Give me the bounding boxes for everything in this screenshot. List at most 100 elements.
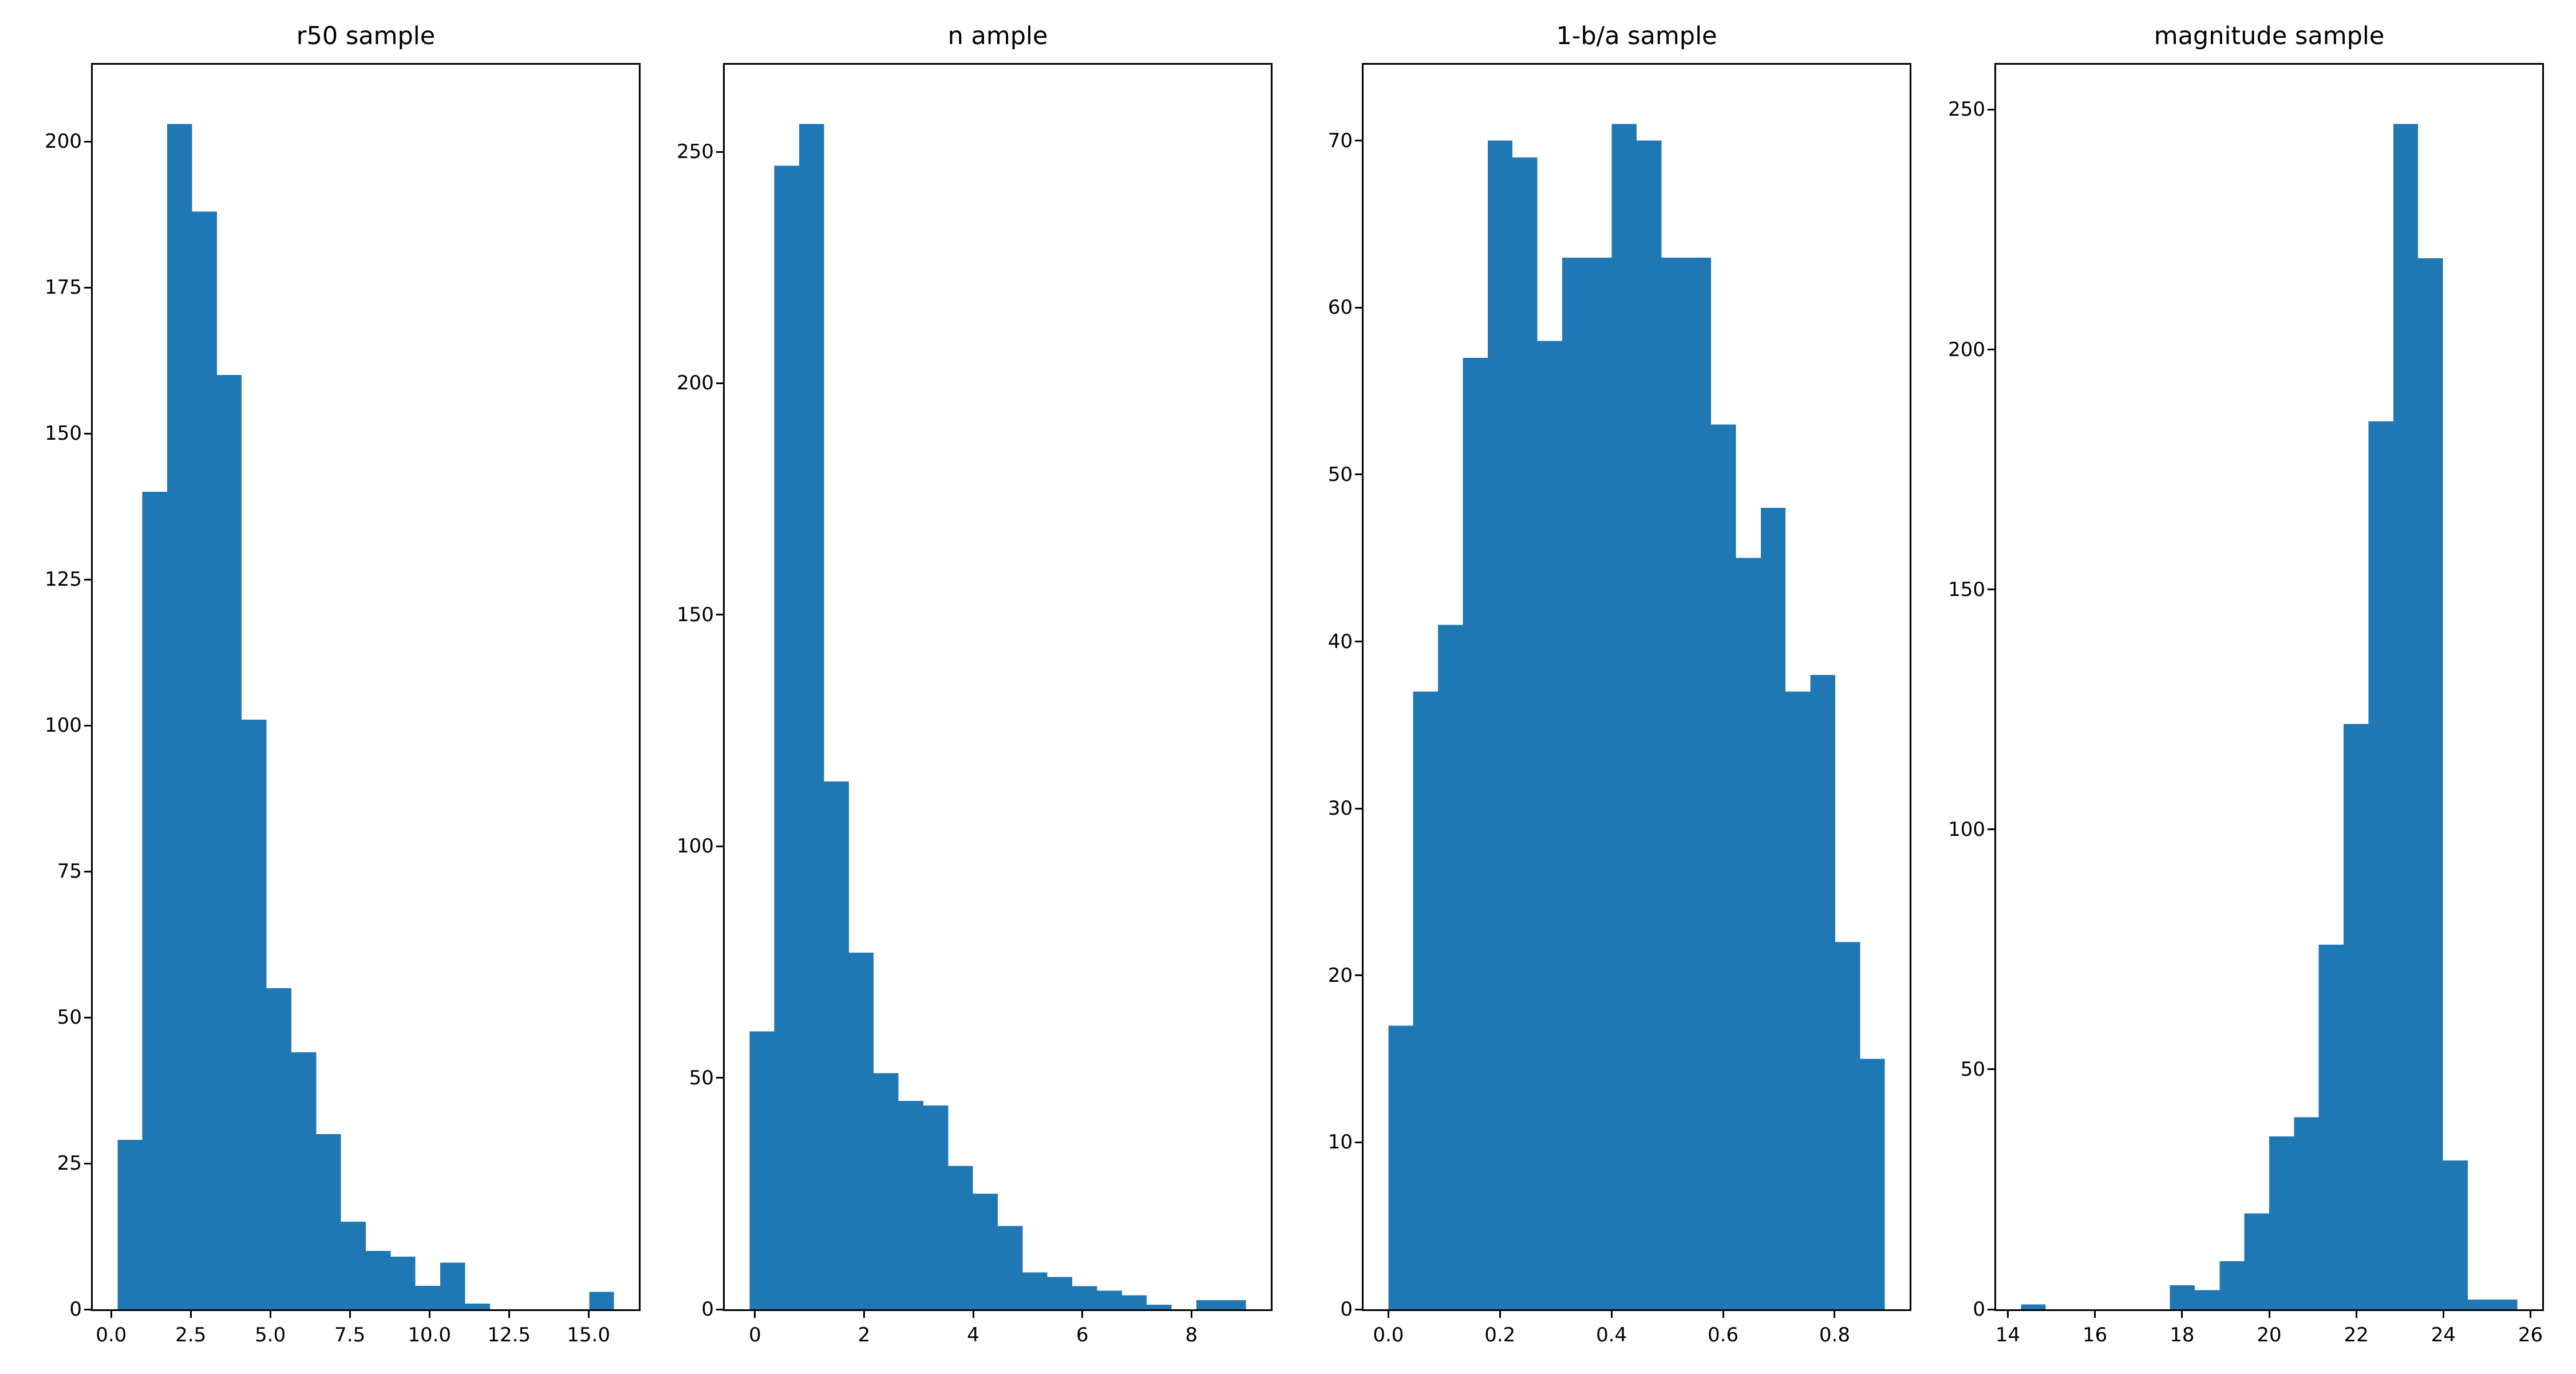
x-tick-label: 12.5 bbox=[487, 1324, 531, 1347]
histogram-bar bbox=[2170, 1285, 2195, 1309]
y-tick-label: 200 bbox=[45, 130, 82, 153]
axes-box-n bbox=[723, 63, 1273, 1311]
histogram-bar bbox=[1388, 1025, 1413, 1309]
x-tick-label: 0.4 bbox=[1596, 1324, 1627, 1347]
x-tick-label: 0.2 bbox=[1484, 1324, 1516, 1347]
x-tick-label: 14 bbox=[1995, 1324, 2021, 1347]
bars-svg-0 bbox=[117, 124, 614, 1309]
x-tick-mark bbox=[1190, 1311, 1192, 1318]
x-tick-label: 18 bbox=[2170, 1324, 2195, 1347]
x-tick-mark bbox=[110, 1311, 112, 1318]
y-tick-mark bbox=[84, 1016, 91, 1018]
y-tick-mark bbox=[84, 1162, 91, 1164]
y-tick-label: 50 bbox=[57, 1006, 82, 1029]
x-tick-label: 6 bbox=[1076, 1324, 1089, 1347]
y-tick-mark bbox=[84, 870, 91, 872]
x-tick-label: 4 bbox=[967, 1324, 979, 1347]
x-tick-label: 0.0 bbox=[96, 1324, 127, 1347]
histogram-bar bbox=[242, 719, 267, 1309]
x-tick-label: 7.5 bbox=[334, 1324, 366, 1347]
histogram-bar bbox=[291, 1052, 317, 1309]
histogram-bar bbox=[1147, 1304, 1172, 1309]
y-tick-label: 200 bbox=[677, 372, 714, 395]
histogram-bar bbox=[1097, 1290, 1122, 1309]
x-tick-mark bbox=[1834, 1311, 1836, 1318]
histogram-bar bbox=[1196, 1300, 1222, 1309]
histogram-bar bbox=[2294, 1117, 2319, 1309]
y-tick-label: 60 bbox=[1327, 296, 1353, 319]
x-tick-mark bbox=[2529, 1311, 2531, 1318]
histogram-bar bbox=[415, 1286, 441, 1309]
y-tick-label: 30 bbox=[1327, 797, 1353, 820]
x-tick-label: 26 bbox=[2518, 1324, 2543, 1347]
y-tick-mark bbox=[1988, 349, 1994, 350]
histogram-bar bbox=[341, 1222, 366, 1309]
histogram-bar bbox=[1711, 424, 1736, 1309]
histogram-bar bbox=[799, 124, 824, 1309]
histogram-bar bbox=[2393, 124, 2419, 1309]
histogram-bar bbox=[1487, 140, 1513, 1309]
histogram-bar bbox=[1587, 257, 1612, 1309]
histogram-bar bbox=[2443, 1160, 2468, 1309]
histogram-bar bbox=[1072, 1286, 1097, 1309]
histogram-bar bbox=[1661, 257, 1686, 1309]
histogram-bar bbox=[316, 1134, 341, 1309]
y-tick-mark bbox=[1355, 473, 1362, 476]
axes-box-r50 bbox=[91, 63, 641, 1311]
histogram-bar bbox=[1860, 1059, 1885, 1309]
histogram-bar bbox=[1047, 1277, 1073, 1309]
histogram-bar bbox=[589, 1292, 614, 1309]
histogram-bar bbox=[1637, 140, 1662, 1309]
histogram-bar bbox=[1835, 942, 1860, 1309]
x-tick-mark bbox=[972, 1311, 974, 1318]
y-tick-label: 100 bbox=[1948, 818, 1985, 841]
histogram-bar bbox=[142, 492, 168, 1309]
y-tick-label: 150 bbox=[1948, 578, 1985, 601]
y-tick-mark bbox=[84, 140, 91, 143]
y-tick-label: 0 bbox=[1973, 1298, 1985, 1321]
histogram-bar bbox=[2318, 944, 2344, 1309]
y-tick-label: 70 bbox=[1327, 129, 1353, 152]
x-tick-mark bbox=[508, 1311, 510, 1318]
x-tick-mark bbox=[1499, 1311, 1501, 1318]
axes-box-1ba bbox=[1362, 63, 1911, 1311]
histogram-bar bbox=[848, 953, 874, 1309]
histogram-bar bbox=[1562, 257, 1587, 1309]
histogram-bar bbox=[824, 781, 849, 1309]
histogram-bar bbox=[2418, 258, 2443, 1309]
y-tick-mark bbox=[1355, 1141, 1362, 1143]
x-tick-label: 24 bbox=[2431, 1324, 2456, 1347]
histogram-bar bbox=[1512, 157, 1538, 1309]
y-tick-label: 250 bbox=[1948, 98, 1985, 121]
x-tick-label: 16 bbox=[2083, 1324, 2108, 1347]
x-tick-mark bbox=[587, 1311, 590, 1318]
histogram-bar bbox=[2368, 421, 2393, 1309]
histogram-bar bbox=[192, 211, 217, 1309]
y-tick-label: 0 bbox=[1340, 1298, 1353, 1321]
y-tick-label: 150 bbox=[45, 422, 82, 445]
x-tick-mark bbox=[1610, 1311, 1613, 1318]
histogram-bar bbox=[1736, 558, 1761, 1309]
x-tick-label: 22 bbox=[2344, 1324, 2369, 1347]
histogram-bar bbox=[874, 1073, 899, 1309]
histogram-bar bbox=[2269, 1136, 2294, 1309]
y-tick-mark bbox=[1988, 108, 1994, 110]
histogram-bar bbox=[117, 1140, 143, 1309]
y-tick-mark bbox=[1988, 589, 1994, 591]
x-tick-mark bbox=[2181, 1311, 2183, 1318]
panel-title-magnitude: magnitude sample bbox=[2154, 22, 2385, 50]
bars-svg-1 bbox=[749, 124, 1246, 1309]
histogram-bar bbox=[973, 1193, 998, 1309]
x-tick-mark bbox=[269, 1311, 271, 1318]
y-tick-label: 250 bbox=[677, 140, 714, 164]
x-tick-label: 2.5 bbox=[175, 1324, 207, 1347]
y-tick-mark bbox=[716, 1308, 723, 1310]
y-tick-mark bbox=[1355, 807, 1362, 810]
x-tick-label: 0.0 bbox=[1373, 1324, 1404, 1347]
y-tick-label: 175 bbox=[45, 276, 82, 299]
x-tick-label: 8 bbox=[1185, 1324, 1198, 1347]
y-tick-mark bbox=[716, 151, 723, 153]
panel-title-1ba: 1-b/a sample bbox=[1556, 22, 1717, 50]
x-tick-mark bbox=[2268, 1311, 2270, 1318]
histogram-bar bbox=[774, 165, 800, 1309]
